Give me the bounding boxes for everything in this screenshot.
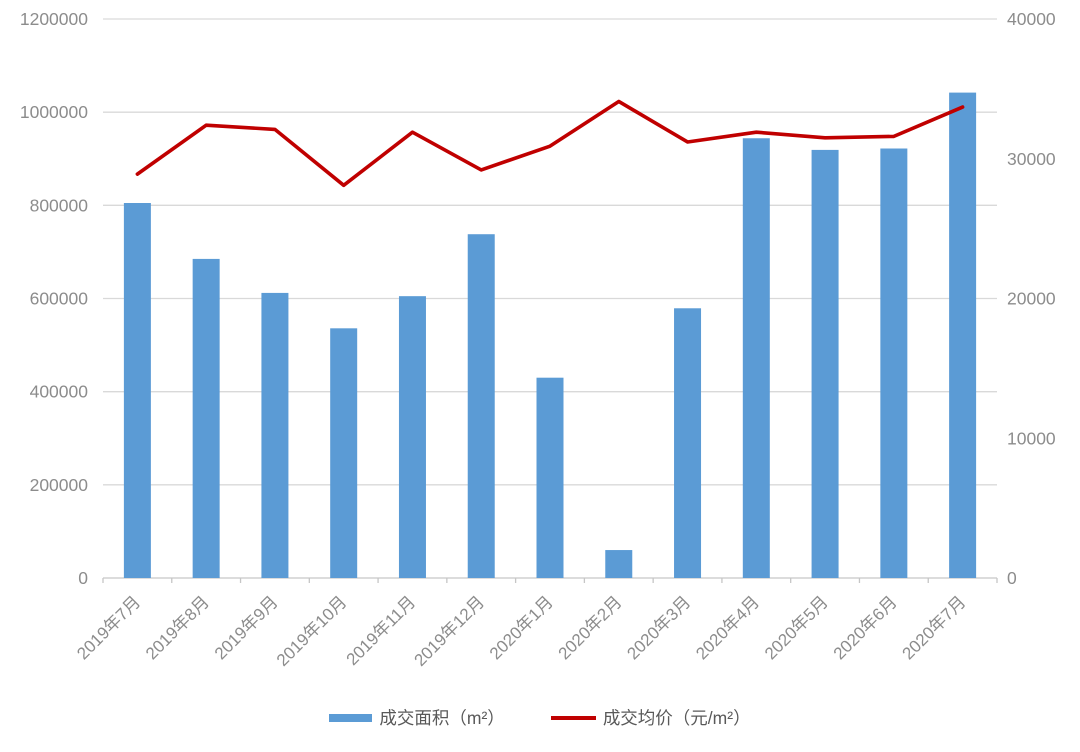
x-tick-label: 2020年1月 (486, 592, 557, 663)
line-series-swatch-icon (550, 715, 596, 720)
bar-2020年4月 (742, 138, 770, 578)
bar-2019年7月 (123, 203, 151, 579)
bar-2020年2月 (605, 550, 633, 578)
x-tick-label: 2019年9月 (211, 592, 282, 663)
x-tick-label: 2019年8月 (142, 592, 213, 663)
y-left-tick-label: 1000000 (20, 102, 88, 122)
legend-label-area: 成交面积（m²） (379, 708, 505, 728)
x-tick-label: 2020年6月 (830, 592, 901, 663)
bar-2020年5月 (811, 149, 839, 578)
x-tick-label: 2020年7月 (899, 592, 970, 663)
bar-series-swatch-icon (329, 713, 373, 722)
x-tick-label: 2020年2月 (555, 592, 626, 663)
y-right-tick-label: 10000 (1007, 428, 1056, 448)
y-right-tick-label: 30000 (1007, 149, 1056, 169)
y-left-tick-label: 400000 (30, 382, 89, 402)
legend-item-price: 成交均价（元/m²） (550, 705, 751, 730)
y-left-tick-label: 200000 (30, 475, 89, 495)
x-tick-label: 2019年12月 (410, 592, 488, 670)
y-right-tick-label: 0 (1007, 568, 1017, 588)
bar-2020年1月 (536, 377, 564, 578)
x-tick-label: 2020年5月 (761, 592, 832, 663)
bar-2019年9月 (261, 292, 289, 578)
bar-2019年8月 (192, 258, 220, 578)
x-tick-label: 2020年3月 (623, 592, 694, 663)
x-tick-label: 2019年11月 (343, 592, 420, 669)
legend-label-price: 成交均价（元/m²） (602, 708, 751, 728)
chart-legend: 成交面积（m²） 成交均价（元/m²） (0, 705, 1080, 730)
bar-2019年12月 (467, 234, 495, 578)
x-tick-label: 2019年10月 (273, 592, 351, 670)
y-left-tick-label: 0 (78, 568, 88, 588)
bar-2020年7月 (949, 92, 977, 578)
x-tick-label: 2020年4月 (692, 592, 763, 663)
y-left-tick-label: 600000 (30, 289, 89, 309)
bar-2019年11月 (398, 296, 426, 578)
y-left-tick-label: 800000 (30, 195, 89, 215)
bar-2019年10月 (330, 328, 358, 578)
x-tick-label: 2019年7月 (73, 592, 144, 663)
legend-item-area: 成交面积（m²） (329, 705, 505, 730)
bar-2020年6月 (880, 148, 908, 579)
y-right-tick-label: 20000 (1007, 289, 1056, 309)
bar-2020年3月 (674, 308, 702, 578)
y-right-tick-label: 40000 (1007, 9, 1056, 29)
avg-price-line (135, 99, 965, 188)
y-left-tick-label: 1200000 (20, 9, 88, 29)
